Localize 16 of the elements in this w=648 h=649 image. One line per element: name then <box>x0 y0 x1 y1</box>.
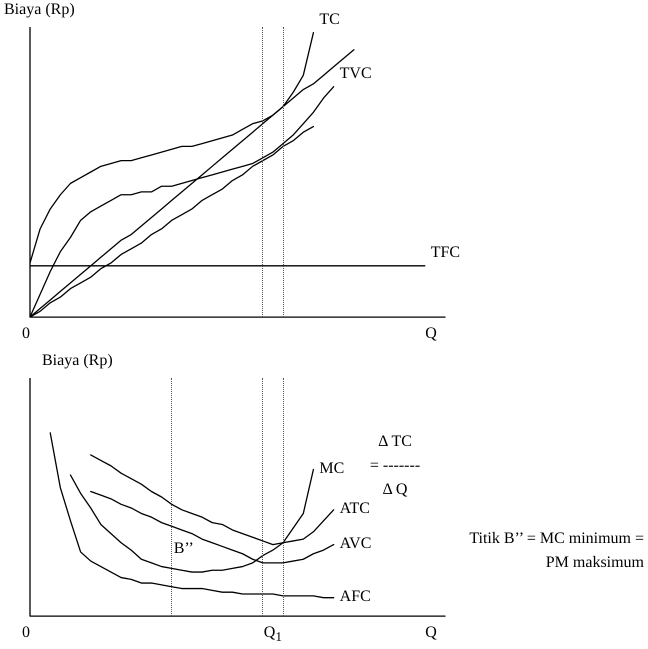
text: Titik B’’ = MC minimum = PM maksimum <box>469 529 644 574</box>
x-axis-title: Q <box>425 624 437 642</box>
series-label: TFC <box>430 244 460 262</box>
series-label: ATC <box>340 500 370 518</box>
annotation: Δ TC = ------- Δ Q <box>370 432 420 500</box>
series-label: AVC <box>340 534 372 553</box>
series-label: TVC <box>340 64 372 83</box>
x-axis-title: Q <box>425 325 437 343</box>
series-label: MC <box>319 460 344 478</box>
series-label: AFC <box>340 588 371 606</box>
annotation: B’’ <box>174 540 194 558</box>
text: 0 <box>22 325 30 343</box>
series-label: TC <box>319 10 340 29</box>
y-axis-title: Biaya (Rp) <box>4 1 75 19</box>
x-tick-label: Q$_{1}$ <box>264 624 282 646</box>
y-axis-title: Biaya (Rp) <box>42 352 113 370</box>
